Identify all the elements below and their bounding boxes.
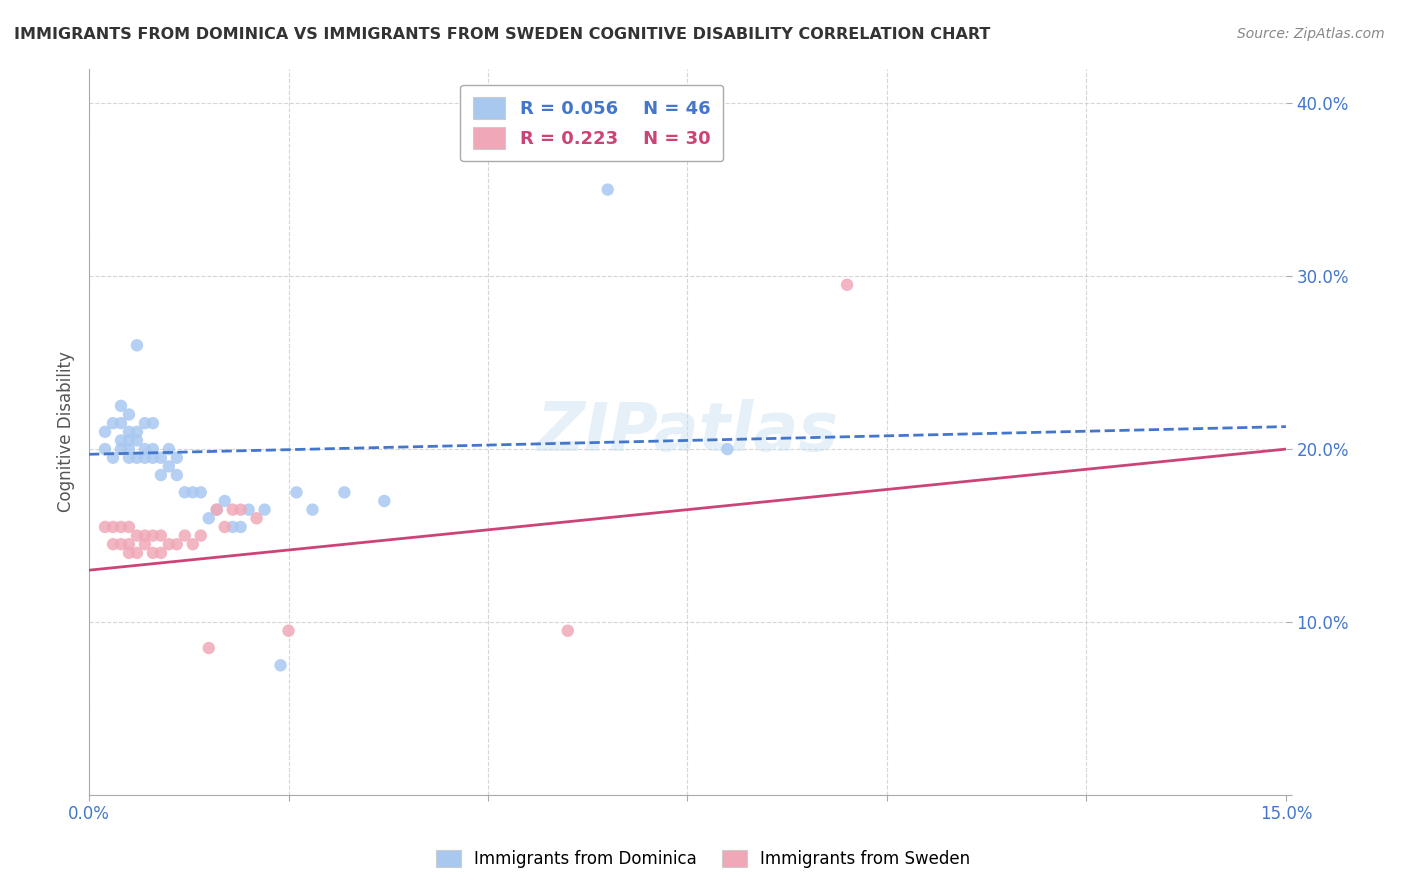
Point — [181, 537, 204, 551]
Point — [142, 546, 165, 560]
Point — [221, 520, 243, 534]
Point — [166, 537, 188, 551]
Point — [94, 425, 117, 439]
Point — [596, 183, 619, 197]
Point — [118, 434, 141, 448]
Point — [101, 450, 124, 465]
Point — [285, 485, 308, 500]
Point — [101, 520, 124, 534]
Point — [94, 442, 117, 456]
Point — [333, 485, 356, 500]
Point — [110, 416, 132, 430]
Point — [125, 434, 148, 448]
Point — [118, 442, 141, 456]
Point — [125, 450, 148, 465]
Point — [125, 546, 148, 560]
Point — [557, 624, 579, 638]
Point — [277, 624, 299, 638]
Point — [94, 520, 117, 534]
Point — [149, 528, 172, 542]
Point — [110, 520, 132, 534]
Point — [118, 520, 141, 534]
Point — [157, 442, 180, 456]
Point — [125, 425, 148, 439]
Point — [190, 528, 212, 542]
Point — [134, 537, 156, 551]
Text: Source: ZipAtlas.com: Source: ZipAtlas.com — [1237, 27, 1385, 41]
Point — [205, 502, 228, 516]
Point — [142, 442, 165, 456]
Point — [197, 511, 219, 525]
Point — [197, 640, 219, 655]
Point — [166, 468, 188, 483]
Point — [238, 502, 260, 516]
Point — [101, 537, 124, 551]
Point — [149, 450, 172, 465]
Point — [190, 485, 212, 500]
Point — [118, 408, 141, 422]
Point — [134, 442, 156, 456]
Point — [229, 502, 252, 516]
Point — [270, 658, 292, 673]
Point — [134, 528, 156, 542]
Point — [142, 450, 165, 465]
Point — [221, 502, 243, 516]
Point — [142, 528, 165, 542]
Point — [110, 434, 132, 448]
Point — [118, 450, 141, 465]
Point — [157, 459, 180, 474]
Point — [149, 468, 172, 483]
Point — [101, 416, 124, 430]
Point — [253, 502, 276, 516]
Legend: Immigrants from Dominica, Immigrants from Sweden: Immigrants from Dominica, Immigrants fro… — [429, 843, 977, 875]
Point — [373, 494, 395, 508]
Point — [246, 511, 269, 525]
Point — [125, 338, 148, 352]
Text: ZIPatlas: ZIPatlas — [537, 399, 838, 465]
Point — [134, 416, 156, 430]
Point — [118, 425, 141, 439]
Point — [149, 546, 172, 560]
Text: IMMIGRANTS FROM DOMINICA VS IMMIGRANTS FROM SWEDEN COGNITIVE DISABILITY CORRELAT: IMMIGRANTS FROM DOMINICA VS IMMIGRANTS F… — [14, 27, 990, 42]
Point — [166, 450, 188, 465]
Point — [214, 520, 236, 534]
Point — [173, 485, 195, 500]
Point — [110, 399, 132, 413]
Point — [205, 502, 228, 516]
Point — [110, 442, 132, 456]
Point — [142, 416, 165, 430]
Point — [173, 528, 195, 542]
Point — [181, 485, 204, 500]
Point — [134, 450, 156, 465]
Point — [157, 537, 180, 551]
Point — [301, 502, 323, 516]
Point — [229, 520, 252, 534]
Point — [110, 537, 132, 551]
Point — [118, 537, 141, 551]
Point — [125, 528, 148, 542]
Legend: R = 0.056    N = 46, R = 0.223    N = 30: R = 0.056 N = 46, R = 0.223 N = 30 — [460, 85, 723, 161]
Point — [835, 277, 858, 292]
Point — [214, 494, 236, 508]
Point — [716, 442, 738, 456]
Y-axis label: Cognitive Disability: Cognitive Disability — [58, 351, 75, 512]
Point — [118, 546, 141, 560]
